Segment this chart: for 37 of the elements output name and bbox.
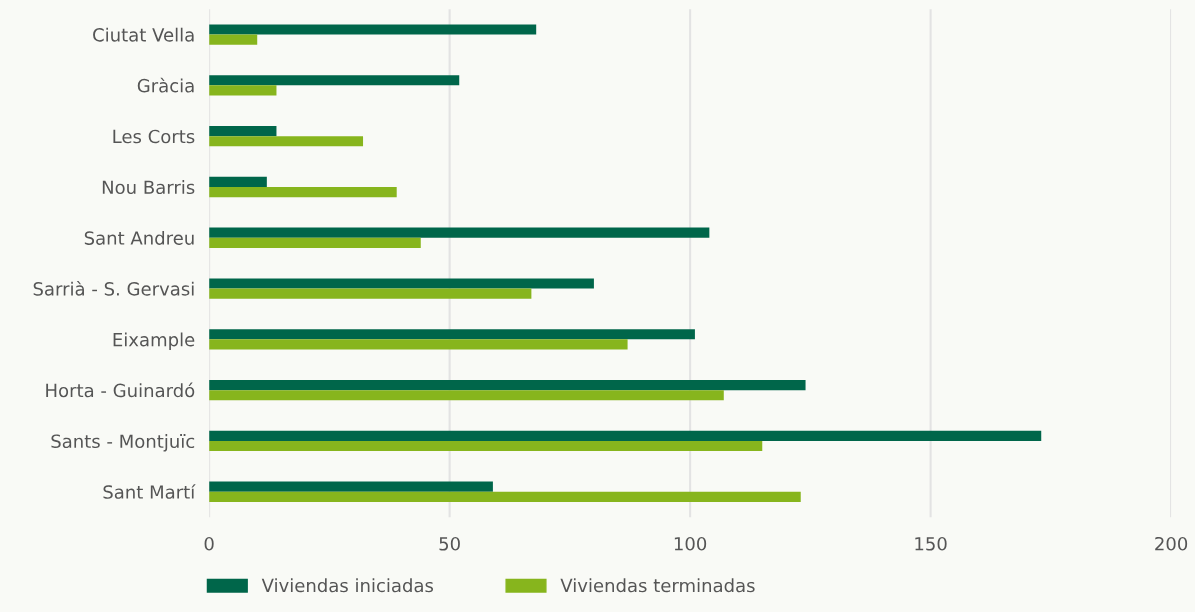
x-tick-label: 100 (674, 536, 707, 551)
bar (209, 339, 628, 350)
y-tick-label: Gràcia (137, 77, 194, 93)
bar (209, 440, 763, 452)
x-tick-label: 200 (1155, 536, 1188, 551)
x-tick-label: 0 (204, 536, 214, 551)
bar (209, 237, 421, 248)
y-tick-label: Les Corts (113, 129, 195, 144)
x-tick-label: 50 (439, 536, 460, 551)
bar (209, 390, 724, 401)
bar (209, 278, 594, 289)
bar (209, 24, 537, 35)
bar (209, 176, 267, 187)
bar (209, 491, 801, 502)
y-tick-label: Sant Martí (103, 484, 196, 499)
x-tick-label: 150 (915, 536, 947, 551)
bar (209, 126, 277, 137)
bar (209, 136, 364, 147)
bar (209, 481, 493, 492)
y-tick-label: Sants - Montjuïc (51, 434, 195, 452)
legend-label: Viviendas iniciadas (261, 578, 434, 593)
y-tick-label: Horta - Guinardó (46, 382, 195, 398)
bar (209, 379, 806, 391)
bar (209, 186, 397, 198)
y-tick-label: Sant Andreu (84, 230, 194, 245)
legend-label: Viviendas terminadas (560, 578, 755, 593)
y-tick-label: Eixample (113, 332, 195, 350)
bar (209, 85, 277, 96)
bar (209, 34, 258, 45)
y-tick-label: Nou Barris (102, 180, 195, 195)
bar (209, 75, 460, 86)
y-tick-label: Ciutat Vella (93, 27, 194, 42)
bar (209, 329, 695, 340)
bar (209, 430, 1042, 441)
y-tick-label: Sarrià - S. Gervasi (33, 280, 194, 296)
bar (209, 227, 710, 238)
bar (209, 288, 532, 299)
